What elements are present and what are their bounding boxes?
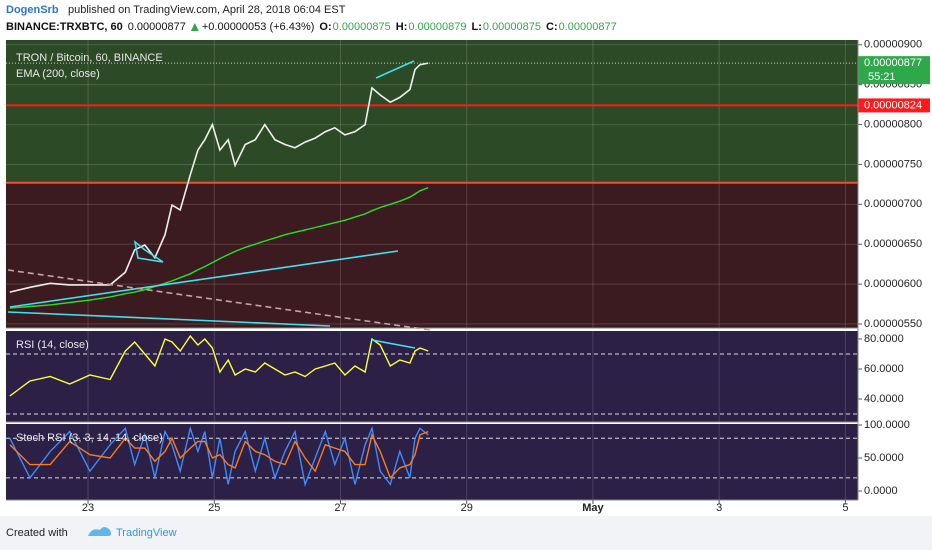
- series-line: [9, 62, 429, 293]
- zone-lower: [6, 182, 858, 328]
- x-tick-label: 29: [461, 502, 473, 514]
- series-line: [9, 186, 429, 309]
- pane: 0.00000550 0.00000600 0.00000650 0.00000700…: [6, 39, 930, 330]
- header-text: L:: [472, 21, 482, 33]
- up-arrow: [190, 23, 199, 31]
- x-tick-label: 27: [334, 502, 346, 514]
- y-tick-label: 0.00000600: [864, 278, 922, 290]
- header-text: O:: [319, 21, 331, 33]
- drawing: [371, 339, 416, 349]
- pane-bg: [6, 424, 858, 500]
- pane: 40.0000 60.0000 80.0000 RSI (14, close): [6, 331, 904, 423]
- header-text: 0.00000879: [408, 21, 466, 33]
- header-text: 0.00000877: [559, 21, 617, 33]
- y-tick-label: 0.00000750: [864, 158, 922, 170]
- countdown: 55:21: [868, 71, 896, 83]
- line-tag-label: 0.00000824: [864, 99, 922, 111]
- y-tick-label: 60.0000: [864, 363, 904, 375]
- header-text: 0.00000877: [128, 21, 186, 33]
- y-tick-label: 0.0000: [864, 485, 898, 497]
- y-tick-label: 50.0000: [864, 452, 904, 464]
- x-tick-label: 3: [716, 502, 722, 514]
- header-text: 0.00000875: [483, 21, 541, 33]
- y-tick-label: 0.00000550: [864, 318, 922, 330]
- pane-bg: [6, 331, 858, 422]
- line-tag: [858, 98, 930, 113]
- drawing: [7, 311, 331, 327]
- legend-entry: EMA (200, close): [16, 68, 100, 80]
- y-tick-label: 0.00000650: [864, 238, 922, 250]
- price-tag-label: 0.00000877: [864, 57, 922, 69]
- pane-title: TRON / Bitcoin, 60, BINANCE: [16, 52, 163, 64]
- published: published on TradingView.com, April 28, …: [68, 4, 346, 16]
- x-tick-label: 23: [82, 502, 94, 514]
- x-tick-label: 5: [842, 502, 848, 514]
- header-text: C:: [546, 21, 558, 33]
- drawing: [133, 240, 164, 263]
- pane-title: Stoch RSI (3, 3, 14, 14, close): [16, 432, 163, 444]
- x-tick-label: May: [582, 502, 604, 514]
- pane: 0.0000 50.0000 100.0000 Stoch RSI (3, 3, 14…: [6, 419, 910, 501]
- footer-bar: [0, 516, 932, 550]
- price-tag: [858, 56, 930, 85]
- pane-title: RSI (14, close): [16, 339, 89, 351]
- header-text: H:: [396, 21, 408, 33]
- header-text: BINANCE:TRXBTC, 60: [6, 21, 123, 33]
- y-tick-label: 0.00000800: [864, 118, 922, 130]
- drawing: [9, 250, 399, 308]
- drawing: [7, 269, 431, 331]
- y-tick-label: 0.00000700: [864, 198, 922, 210]
- series-line: [9, 430, 429, 480]
- author[interactable]: DogenSrb: [6, 4, 59, 16]
- y-tick-label: 0.00000900: [864, 39, 922, 51]
- y-tick-label: 40.0000: [864, 393, 904, 405]
- footer-created: Created with: [6, 527, 68, 539]
- footer-brand[interactable]: TradingView: [116, 527, 177, 539]
- drawing: [375, 60, 415, 79]
- header-text: 0.00000875: [333, 21, 391, 33]
- header-text: +0.00000053 (+6.43%): [202, 21, 315, 33]
- series-line: [9, 425, 429, 487]
- x-tick-label: 25: [208, 502, 220, 514]
- y-tick-label: 100.0000: [864, 419, 910, 431]
- y-tick-label: 80.0000: [864, 333, 904, 345]
- zone-upper: [6, 40, 858, 183]
- logo: [88, 527, 112, 536]
